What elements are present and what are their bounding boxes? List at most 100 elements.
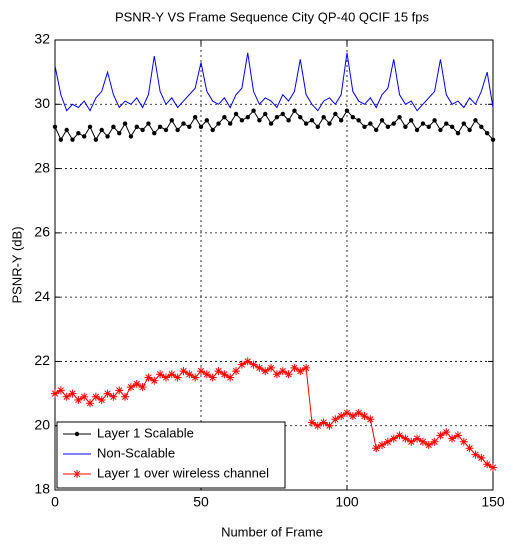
point	[128, 134, 134, 139]
point	[222, 114, 227, 120]
series-line	[54, 360, 494, 468]
point	[70, 137, 75, 142]
point	[202, 370, 211, 379]
point	[455, 131, 461, 136]
point	[471, 450, 480, 459]
point	[144, 373, 153, 382]
point	[52, 124, 58, 129]
point	[315, 124, 320, 129]
legend-label: Layer 1 over wireless channel	[97, 465, 269, 480]
point	[286, 118, 291, 123]
point	[461, 121, 466, 126]
point	[327, 121, 332, 126]
point	[226, 373, 235, 382]
point	[103, 389, 112, 398]
point	[210, 127, 215, 133]
point	[239, 118, 245, 123]
legend-label: Layer 1 Scalable	[97, 425, 194, 440]
point	[109, 392, 118, 401]
legend-marker	[74, 431, 80, 437]
point	[91, 392, 100, 401]
point	[378, 441, 387, 449]
point	[303, 121, 309, 126]
plot-frame	[54, 39, 494, 491]
point	[473, 118, 478, 123]
point	[192, 114, 198, 120]
point	[418, 437, 427, 446]
legend-box	[56, 421, 286, 489]
point	[175, 127, 180, 133]
legend-marker	[73, 470, 81, 478]
point	[228, 121, 233, 126]
point	[438, 127, 443, 133]
x-tick-label: 50	[193, 494, 209, 510]
point	[436, 431, 445, 440]
point	[292, 108, 297, 113]
point	[243, 357, 252, 366]
point	[93, 137, 99, 142]
point	[251, 108, 256, 113]
point	[58, 137, 64, 142]
y-tick-label: 18	[34, 481, 50, 497]
point	[152, 131, 157, 136]
point	[245, 114, 250, 120]
point	[278, 367, 287, 376]
point	[489, 463, 497, 472]
point	[383, 437, 392, 446]
y-tick-label: 22	[34, 352, 50, 368]
point	[51, 389, 59, 398]
point	[350, 114, 356, 120]
y-tick-label: 24	[34, 288, 50, 304]
point	[198, 124, 204, 129]
point	[185, 370, 194, 379]
point	[274, 114, 280, 120]
point	[467, 127, 472, 133]
point	[360, 412, 369, 421]
point	[325, 421, 334, 430]
point	[490, 137, 496, 142]
point	[157, 124, 163, 129]
point	[338, 118, 344, 123]
point	[115, 386, 124, 395]
point	[407, 437, 416, 446]
point	[233, 111, 239, 117]
point	[138, 383, 147, 392]
point	[169, 118, 174, 123]
point	[267, 363, 276, 372]
point	[68, 389, 77, 398]
point	[309, 118, 315, 123]
point	[56, 386, 65, 395]
point	[208, 373, 217, 382]
point	[343, 408, 351, 417]
point	[255, 363, 264, 372]
point	[132, 379, 141, 388]
point	[395, 431, 404, 440]
point	[232, 367, 241, 376]
point	[280, 111, 285, 117]
point	[331, 415, 340, 424]
y-tick-label: 28	[34, 159, 50, 175]
point	[409, 118, 414, 123]
point	[313, 421, 322, 430]
point	[368, 121, 373, 126]
legend-label: Non-Scalable	[97, 445, 175, 460]
point	[414, 127, 420, 133]
series-line	[54, 109, 494, 141]
point	[82, 134, 87, 139]
y-tick-label: 20	[34, 416, 50, 432]
point	[302, 363, 311, 372]
point	[163, 127, 169, 133]
point	[296, 367, 305, 376]
point	[156, 370, 165, 379]
point	[86, 399, 95, 408]
point	[167, 370, 176, 379]
point	[126, 383, 135, 392]
x-tick-label: 100	[335, 494, 359, 510]
point	[374, 127, 379, 133]
point	[420, 121, 426, 126]
point	[216, 121, 221, 126]
point	[62, 392, 71, 401]
point	[197, 367, 205, 376]
chart-title: PSNR-Y VS Frame Sequence City QP-40 QCIF…	[115, 9, 430, 24]
